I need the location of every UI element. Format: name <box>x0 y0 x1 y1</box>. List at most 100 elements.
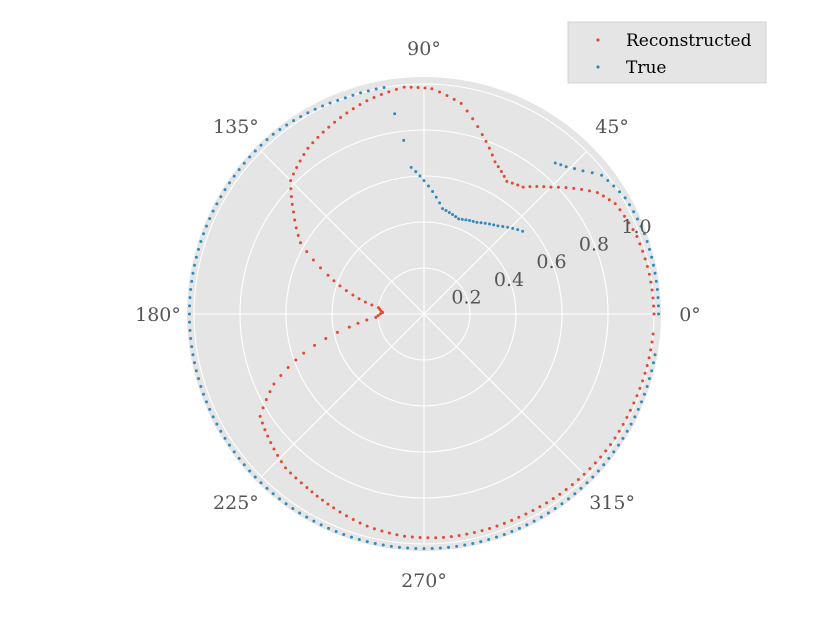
data-point <box>305 250 309 254</box>
data-point <box>650 288 654 292</box>
data-point <box>613 436 617 440</box>
data-point <box>211 415 215 419</box>
data-point <box>653 353 657 357</box>
data-point <box>242 161 246 165</box>
data-point <box>465 532 469 536</box>
data-point <box>356 321 360 325</box>
data-point <box>553 506 557 510</box>
data-point <box>237 456 241 460</box>
data-point <box>457 217 461 221</box>
data-point <box>579 486 583 490</box>
data-point <box>449 535 453 539</box>
data-point <box>223 436 227 440</box>
data-point <box>517 526 521 530</box>
data-point <box>351 518 355 522</box>
data-point <box>553 161 557 165</box>
data-point <box>628 203 632 207</box>
theta-tick-label: 135° <box>213 116 259 138</box>
data-point <box>426 184 430 188</box>
data-point <box>566 497 570 501</box>
data-point <box>295 165 299 169</box>
data-point <box>296 233 300 237</box>
data-point <box>492 223 496 227</box>
data-point <box>208 217 212 221</box>
data-point <box>452 97 456 101</box>
data-point <box>613 202 617 206</box>
data-point <box>299 481 303 485</box>
data-point <box>374 87 378 91</box>
legend-marker-reconstructed <box>596 38 600 42</box>
data-point <box>475 220 479 224</box>
data-point <box>298 511 302 515</box>
data-point <box>310 490 314 494</box>
data-point <box>652 312 656 316</box>
data-point <box>564 488 568 492</box>
data-point <box>442 535 446 539</box>
axis-labels: 0° 45° 90° 135° 180° 225° 270° 315° 0.2 0.4 0.6 0.8… <box>135 38 701 592</box>
data-point <box>291 506 295 510</box>
data-point <box>271 132 275 136</box>
data-point <box>471 117 475 121</box>
data-point <box>215 422 219 426</box>
data-point <box>316 135 320 139</box>
data-point <box>650 369 654 373</box>
data-point <box>327 125 331 129</box>
data-point <box>188 320 192 324</box>
data-point <box>505 179 509 183</box>
data-point <box>237 168 241 172</box>
data-point <box>268 390 272 394</box>
data-point <box>430 546 434 550</box>
data-point <box>378 312 382 316</box>
data-point <box>387 90 391 94</box>
theta-tick-label: 0° <box>679 304 701 326</box>
data-point <box>409 85 413 89</box>
data-point <box>232 174 236 178</box>
data-point <box>502 174 506 178</box>
data-point <box>510 181 514 185</box>
data-point <box>471 541 475 545</box>
data-point <box>556 185 560 189</box>
data-point <box>376 314 380 318</box>
data-point <box>601 194 605 198</box>
data-point <box>292 119 296 123</box>
data-point <box>365 99 369 103</box>
data-point <box>381 543 385 547</box>
data-point <box>629 422 633 426</box>
data-point <box>269 441 273 445</box>
data-point <box>524 512 528 516</box>
theta-tick-label: 225° <box>213 492 259 514</box>
data-point <box>487 538 491 542</box>
data-point <box>638 242 642 246</box>
data-point <box>228 443 232 447</box>
data-point <box>347 325 351 329</box>
data-point <box>472 531 476 535</box>
data-point <box>517 515 521 519</box>
data-point <box>326 502 330 506</box>
data-point <box>299 115 303 119</box>
data-point <box>545 501 549 505</box>
data-point <box>650 255 654 259</box>
data-point <box>649 348 653 352</box>
theta-grid-line <box>260 150 425 315</box>
data-point <box>194 369 198 373</box>
data-point <box>573 167 577 171</box>
data-point <box>279 374 283 378</box>
data-point <box>414 170 418 174</box>
data-point <box>454 215 458 219</box>
data-point <box>546 511 550 515</box>
data-point <box>418 536 422 540</box>
data-point <box>535 185 539 189</box>
data-point <box>625 429 629 433</box>
data-point <box>204 224 208 228</box>
data-point <box>324 336 328 340</box>
data-point <box>261 406 265 410</box>
data-point <box>460 217 464 221</box>
data-point <box>393 112 397 116</box>
data-point <box>423 86 427 90</box>
data-point <box>379 93 383 97</box>
data-point <box>521 185 525 189</box>
data-point <box>648 377 652 381</box>
data-point <box>438 90 442 94</box>
theta-tick-label: 45° <box>595 116 629 138</box>
